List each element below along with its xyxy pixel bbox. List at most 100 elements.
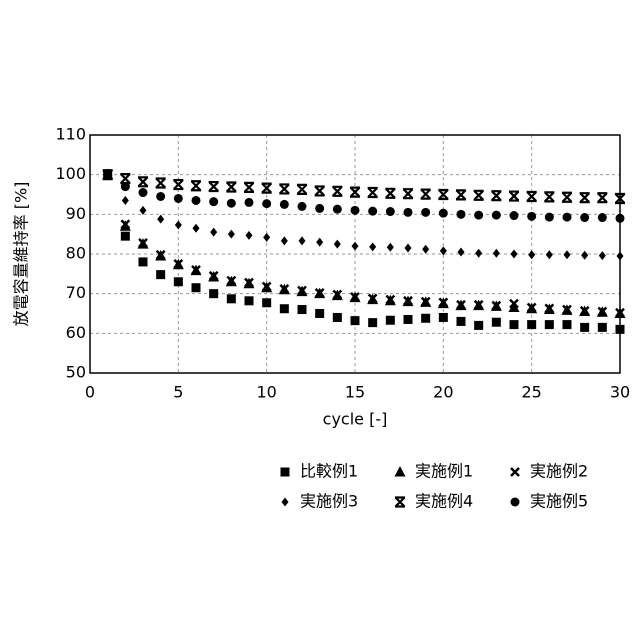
marker-shape <box>474 191 484 200</box>
marker-shape <box>511 498 520 507</box>
marker-shape <box>227 199 236 208</box>
legend-label: 実施例3 <box>300 492 358 511</box>
marker-shape <box>263 233 270 242</box>
data-point <box>439 209 448 218</box>
marker-shape <box>316 238 323 247</box>
data-point <box>280 200 289 209</box>
marker-shape <box>527 212 536 221</box>
marker-shape <box>121 232 130 241</box>
marker-shape <box>457 317 466 326</box>
data-point <box>140 206 147 215</box>
marker-shape <box>616 325 625 334</box>
data-point <box>616 325 625 334</box>
data-point <box>122 196 129 205</box>
data-point <box>333 313 342 322</box>
data-point <box>103 170 112 179</box>
legend-label: 実施例5 <box>530 492 588 511</box>
data-point <box>491 191 501 200</box>
data-point <box>351 206 360 215</box>
marker-shape <box>510 211 519 220</box>
data-point <box>387 243 394 252</box>
marker-shape <box>387 243 394 252</box>
marker-shape <box>299 236 306 245</box>
marker-shape <box>421 314 430 323</box>
marker-shape <box>282 498 289 507</box>
marker-shape <box>395 466 406 477</box>
data-point <box>493 249 500 258</box>
marker-shape <box>368 188 378 197</box>
marker-shape <box>509 192 519 201</box>
marker-shape <box>616 214 625 223</box>
marker-shape <box>281 236 288 245</box>
marker-shape <box>209 182 219 191</box>
data-point <box>139 257 148 266</box>
marker-shape <box>545 320 554 329</box>
data-point <box>226 182 236 191</box>
data-point <box>281 236 288 245</box>
marker-shape <box>279 184 289 193</box>
marker-shape <box>227 294 236 303</box>
data-point <box>545 213 554 222</box>
marker-shape <box>156 270 165 279</box>
marker-shape <box>545 213 554 222</box>
marker-shape <box>386 207 395 216</box>
data-point <box>315 204 324 213</box>
data-point <box>386 207 395 216</box>
marker-shape <box>491 191 501 200</box>
marker-shape <box>315 204 324 213</box>
marker-shape <box>404 315 413 324</box>
marker-shape <box>103 170 112 179</box>
data-point <box>474 191 484 200</box>
data-point <box>562 193 572 202</box>
marker-shape <box>474 321 483 330</box>
data-point <box>279 184 289 193</box>
marker-shape <box>156 178 166 187</box>
marker-shape <box>156 192 165 201</box>
legend-label: 実施例2 <box>530 462 588 481</box>
marker-shape <box>580 193 590 202</box>
marker-shape <box>280 200 289 209</box>
x-tick-label: 25 <box>521 383 541 402</box>
data-point <box>227 294 236 303</box>
data-point <box>210 228 217 237</box>
data-point <box>298 202 307 211</box>
data-point <box>368 188 378 197</box>
marker-shape <box>245 296 254 305</box>
data-point <box>458 248 465 257</box>
marker-shape <box>474 211 483 220</box>
marker-shape <box>599 251 606 260</box>
data-point <box>280 304 289 313</box>
marker-shape <box>546 250 553 259</box>
marker-shape <box>492 211 501 220</box>
marker-shape <box>315 186 325 195</box>
data-point <box>368 318 377 327</box>
marker-shape <box>139 257 148 266</box>
data-point <box>369 242 376 251</box>
data-point <box>510 320 519 329</box>
data-point <box>192 196 201 205</box>
data-point <box>156 270 165 279</box>
marker-shape <box>475 249 482 258</box>
data-point <box>209 289 218 298</box>
marker-shape <box>226 182 236 191</box>
data-point <box>175 221 182 230</box>
data-point <box>545 320 554 329</box>
data-point <box>527 192 537 201</box>
x-tick-label: 5 <box>173 383 183 402</box>
y-tick-label: 80 <box>66 244 86 263</box>
marker-shape <box>139 188 148 197</box>
data-point <box>121 182 130 191</box>
data-point <box>138 177 148 186</box>
data-point <box>597 193 607 202</box>
data-point <box>263 233 270 242</box>
marker-shape <box>368 207 377 216</box>
y-tick-label: 60 <box>66 323 86 342</box>
legend-item: 実施例5 <box>511 492 589 511</box>
data-point <box>227 199 236 208</box>
marker-shape <box>209 197 218 206</box>
marker-shape <box>510 320 519 329</box>
marker-shape <box>564 250 571 259</box>
marker-shape <box>421 208 430 217</box>
data-point <box>316 238 323 247</box>
marker-shape <box>298 202 307 211</box>
